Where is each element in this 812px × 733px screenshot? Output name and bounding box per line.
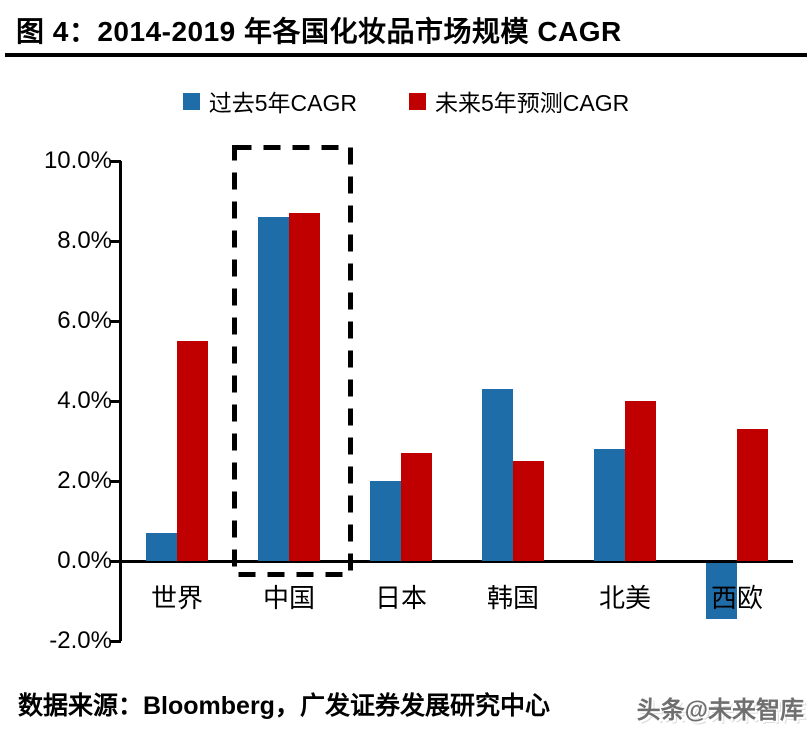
x-axis <box>121 560 793 563</box>
legend-label: 未来5年预测CAGR <box>435 90 630 116</box>
legend-item-0: 过去5年CAGR <box>182 84 357 118</box>
y-tick-label: 6.0% <box>57 307 112 334</box>
category-label-2: 日本 <box>374 584 427 613</box>
bar-series1-cat4 <box>625 401 656 561</box>
y-tick-mark <box>110 560 121 563</box>
bar-series0-cat1 <box>258 217 289 561</box>
y-tick-label: 8.0% <box>57 227 112 254</box>
legend-swatch-icon <box>409 92 426 110</box>
y-tick-mark <box>110 400 121 403</box>
bar-series1-cat0 <box>177 341 208 561</box>
bar-series1-cat1 <box>289 213 320 561</box>
bar-series1-cat3 <box>513 461 544 561</box>
y-tick-label: 4.0% <box>57 387 112 414</box>
title-divider <box>5 53 807 57</box>
y-tick-label: 0.0% <box>57 547 112 574</box>
bar-series1-cat5 <box>737 429 768 561</box>
y-tick-mark <box>110 640 121 643</box>
data-source: 数据来源：Bloomberg，广发证券发展研究中心 <box>18 692 550 720</box>
legend-item-1: 未来5年预测CAGR <box>409 84 629 118</box>
category-label-5: 西欧 <box>710 584 763 613</box>
y-tick-label: -2.0% <box>49 627 112 654</box>
bar-series0-cat2 <box>370 481 401 561</box>
y-tick-mark <box>110 320 121 323</box>
legend-label: 过去5年CAGR <box>208 90 357 116</box>
chart-legend: 过去5年CAGR 未来5年预测CAGR <box>0 84 812 118</box>
y-tick-label: 2.0% <box>57 467 112 494</box>
y-axis <box>119 161 122 641</box>
category-label-4: 北美 <box>598 584 651 613</box>
bar-series0-cat0 <box>146 533 177 561</box>
legend-swatch-icon <box>182 92 200 110</box>
bar-series0-cat5 <box>706 563 737 619</box>
y-tick-mark <box>110 160 121 163</box>
category-label-3: 韩国 <box>486 584 539 613</box>
y-tick-label: 10.0% <box>43 147 112 174</box>
category-label-0: 世界 <box>150 584 203 613</box>
category-label-1: 中国 <box>262 584 315 613</box>
watermark: 头条@未来智库 <box>636 697 804 724</box>
y-tick-mark <box>110 240 121 243</box>
bar-series0-cat3 <box>482 389 513 561</box>
y-tick-mark <box>110 480 121 483</box>
figure-title: 图 4：2014-2019 年各国化妆品市场规模 CAGR <box>16 16 622 47</box>
bar-series0-cat4 <box>594 449 625 561</box>
bar-series1-cat2 <box>401 453 432 561</box>
